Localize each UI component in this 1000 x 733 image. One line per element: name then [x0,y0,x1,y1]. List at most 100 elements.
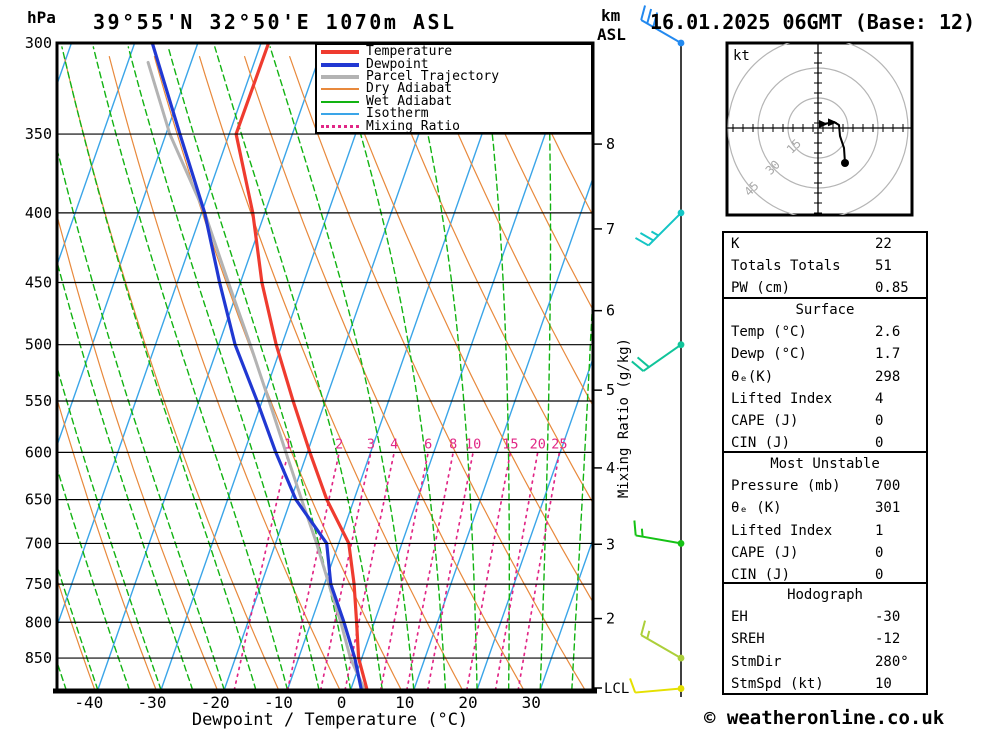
svg-text:750: 750 [25,575,52,593]
svg-text:5: 5 [606,381,615,399]
legend-item: Parcel Trajectory [321,68,591,84]
table-row-label: Totals Totals [731,258,841,275]
svg-text:4: 4 [606,459,615,477]
svg-text:-10: -10 [264,693,293,712]
altitude-axis-unit-km: km [601,6,621,25]
altitude-axis-unit-asl: ASL [597,25,626,44]
table-row-label: θₑ(K) [731,368,774,385]
svg-text:25: 25 [551,436,567,452]
table-row: Lifted Index 1 [724,520,926,542]
table-row-value: 0 [875,567,884,584]
table-row-label: SREH [731,631,765,648]
table-row: θₑ(K) 298 [724,366,926,388]
svg-text:3: 3 [367,436,375,452]
svg-text:6: 6 [424,436,432,452]
legend-item-label: Temperature [366,44,453,60]
table-row-label: CIN (J) [731,567,791,584]
wind-barb [631,341,685,372]
hodograph-storm-motion-arrow [828,118,837,127]
info-tables: K 22 Totals Totals 51 PW (cm) 0.85 Surface Temp… [722,231,928,695]
table-row-value: 0 [875,544,884,561]
most-unstable-table: Most Unstable Pressure (mb) 700 θₑ (K) 301 Li… [722,451,928,584]
mixing-ratio-axis-caption: Mixing Ratio (g/kg) [616,338,632,499]
svg-text:3: 3 [606,535,615,553]
svg-text:20: 20 [458,693,477,712]
pressure-tick-labels: 300 350 400 450 500 550 600 650 700 750 800 850 [25,34,52,667]
pressure-axis-unit: hPa [27,8,56,27]
table-row: EH -30 [724,606,926,628]
table-row: Pressure (mb) 700 [724,475,926,497]
svg-text:7: 7 [606,220,615,238]
table-row: StmSpd (kt) 10 [724,673,926,695]
isotherm-lines [57,43,593,690]
svg-text:2: 2 [606,610,615,628]
legend-line-sample [321,50,359,55]
table-row-label: StmDir [731,653,782,670]
table-row: CIN (J) 0 [724,564,926,586]
table-title: Most Unstable [770,456,880,472]
table-row: CAPE (J) 0 [724,410,926,432]
mixing-ratio-value-labels: 1 2 3 4 6 8 10 15 20 25 [284,436,567,452]
svg-text:500: 500 [25,336,52,354]
table-row-value: 1 [875,522,884,539]
temperature-tick-labels: -40 -30 -20 -10 0 10 20 30 [74,693,540,712]
hodograph-top-level-dot [841,159,849,167]
svg-text:1: 1 [284,436,292,452]
table-row-label: θₑ (K) [731,500,782,517]
legend-line-sample [321,74,359,79]
hodograph-unit-label: kt [733,48,750,64]
table-row: θₑ (K) 301 [724,497,926,519]
table-row-value: 1.7 [875,346,901,363]
indices-table: K 22 Totals Totals 51 PW (cm) 0.85 [722,231,928,299]
table-row-label: PW (cm) [731,280,791,297]
svg-text:350: 350 [25,125,52,143]
table-row: K 22 [724,233,926,255]
svg-text:8: 8 [606,135,615,153]
temperature-axis-caption: Dewpoint / Temperature (°C) [191,710,469,730]
svg-text:2: 2 [335,436,343,452]
table-row-value: 0 [875,413,884,430]
legend-item-label: Mixing Ratio [366,118,460,134]
table-row-label: EH [731,609,748,626]
svg-text:4: 4 [390,436,398,452]
legend-line-sample [321,62,359,67]
legend-item-label: Wet Adiabat [366,93,453,109]
table-row-value: 2.6 [875,324,901,341]
legend-item-label: Parcel Trajectory [366,68,500,84]
table-row-value: 0 [875,435,884,452]
svg-text:850: 850 [25,649,52,667]
table-row-value: 4 [875,390,884,407]
svg-text:6: 6 [606,302,615,320]
legend-item: Wet Adiabat [321,93,591,109]
svg-text:10: 10 [395,693,414,712]
table-row-label: Pressure (mb) [731,478,841,495]
copyright-label: © weatheronline.co.uk [704,707,945,729]
table-row: Dewp (°C) 1.7 [724,343,926,365]
legend-item: Mixing Ratio [321,118,591,134]
datetime-label: 16.01.2025 06GMT (Base: 12) [650,10,976,34]
table-row: Lifted Index 4 [724,388,926,410]
table-row: SREH -12 [724,628,926,650]
legend-item-label: Isotherm [366,106,429,122]
legend-item: Temperature [321,44,591,60]
legend-line-sample [321,113,359,116]
legend-item-label: Dewpoint [366,56,429,72]
table-row-value: -30 [875,609,901,626]
legend-item: Dewpoint [321,56,591,72]
svg-text:800: 800 [25,613,52,631]
table-row-label: CAPE (J) [731,544,799,561]
table-row: Totals Totals 51 [724,255,926,277]
table-row: StmDir 280° [724,651,926,673]
legend-line-sample [321,88,359,91]
table-row-value: -12 [875,631,901,648]
svg-text:10: 10 [465,436,481,452]
table-row-value: 280° [875,653,909,670]
table-row: CIN (J) 0 [724,432,926,454]
table-row-value: 301 [875,500,901,517]
table-row-value: 298 [875,368,901,385]
svg-text:-30: -30 [138,693,167,712]
wind-barb [640,620,685,662]
legend-item-label: Dry Adiabat [366,81,453,97]
table-row-label: Temp (°C) [731,324,807,341]
